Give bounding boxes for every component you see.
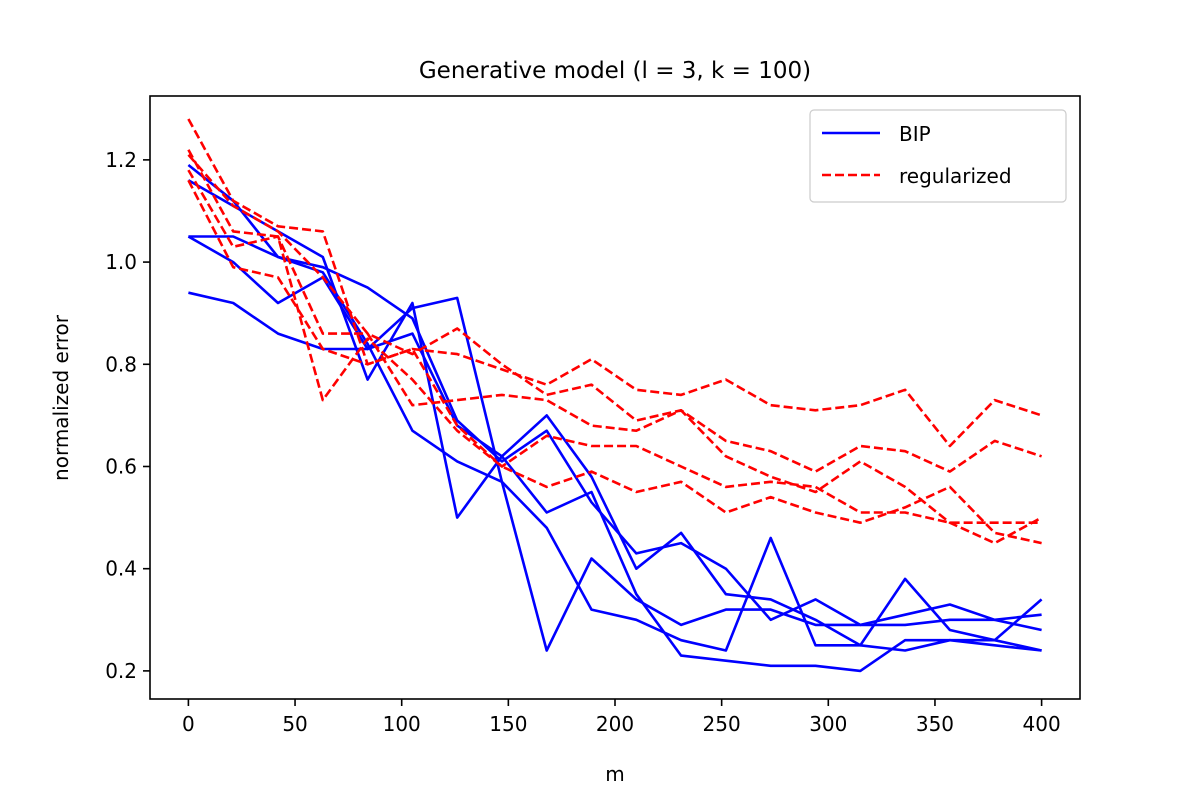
x-tick-label: 50 (282, 712, 307, 736)
x-tick-label: 200 (596, 712, 634, 736)
y-axis-label: normalized error (49, 314, 73, 481)
legend-box (809, 109, 1067, 203)
y-tick-label: 1.0 (105, 250, 137, 274)
y-tick-label: 0.6 (105, 454, 137, 478)
x-tick-label: 150 (489, 712, 527, 736)
x-tick-label: 100 (383, 712, 421, 736)
series-layer (187, 118, 1043, 673)
y-tick-label: 0.8 (105, 352, 137, 376)
x-tick-label: 0 (182, 712, 195, 736)
regularized-series-line-9 (187, 179, 1042, 525)
regularized-series-line-8 (187, 169, 1043, 545)
bip-series-line-3 (188, 235, 1042, 652)
legend: BIP regularized (809, 109, 1067, 203)
x-tick-label: 400 (1023, 712, 1061, 736)
y-tick-label: 0.2 (105, 659, 137, 683)
plot-frame (149, 95, 1081, 700)
x-tick-label: 300 (809, 712, 847, 736)
bip-series-line-4 (187, 235, 1043, 652)
bip-series-line-1 (187, 163, 1042, 627)
chart-title: Generative model (l = 3, k = 100) (419, 58, 811, 84)
axes-layer: 0 50 100 150 200 250 300 350 400 0.2 0.4 0.6 0.8 1.0 1… (105, 148, 1061, 736)
legend-label-regularized: regularized (899, 164, 1012, 188)
bip-series-line-5 (188, 291, 1042, 673)
x-tick-label: 250 (703, 712, 741, 736)
regularized-series-line-6 (187, 118, 1043, 448)
bip-series-line-2 (187, 179, 1042, 652)
x-tick-label: 350 (916, 712, 954, 736)
x-axis-label: m (605, 762, 624, 786)
y-tick-label: 0.4 (105, 557, 137, 581)
regularized-series-line-10 (187, 149, 1042, 545)
y-tick-label: 1.2 (105, 148, 137, 172)
legend-label-bip: BIP (899, 122, 931, 146)
regularized-series-line-7 (187, 153, 1043, 473)
